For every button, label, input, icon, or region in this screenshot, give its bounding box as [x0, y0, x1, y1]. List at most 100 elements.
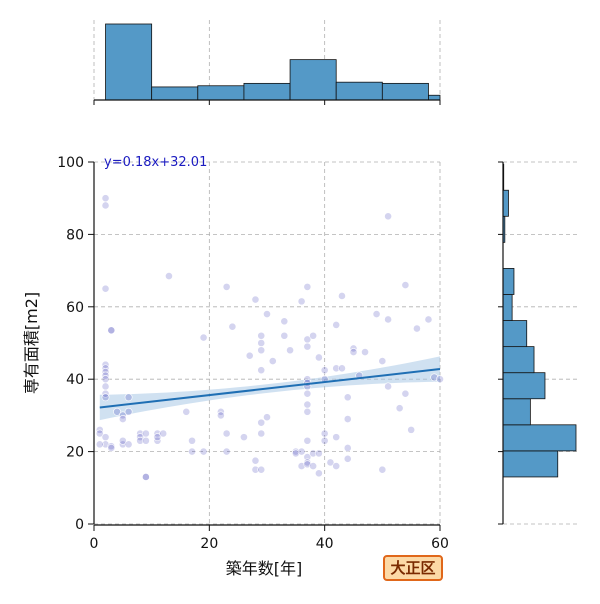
regression-line-layer	[99, 368, 441, 409]
scatter-point	[118, 415, 127, 423]
scatter-point	[303, 400, 312, 409]
scatter-point	[303, 436, 312, 445]
scatter-point	[257, 465, 266, 474]
y-marginal-histogram	[498, 161, 580, 525]
scatter-point	[188, 436, 196, 445]
scatter-point	[343, 454, 352, 463]
scatter-point	[320, 366, 329, 375]
scatter-point	[338, 364, 346, 373]
scatter-point	[101, 433, 110, 442]
scatter-point	[257, 429, 266, 438]
scatter-point	[124, 440, 133, 449]
scatter-point	[280, 331, 289, 340]
y-tick-label: 60	[66, 300, 84, 316]
x-hist-bar	[381, 82, 429, 101]
axes-layer: 0 20 40 60 0 20 40 60 80 100	[57, 155, 449, 552]
scatter-point	[372, 310, 381, 318]
scatter-point	[107, 444, 116, 452]
scatter-point	[309, 462, 318, 470]
scatter-point	[228, 322, 237, 331]
scatter-point	[297, 447, 306, 456]
scatter-point	[101, 440, 110, 449]
y-hist-bar	[502, 189, 509, 217]
x-axis-title: 築年数[年]	[226, 559, 303, 578]
scatter-point	[251, 295, 260, 304]
scatter-point	[165, 272, 173, 280]
scatter-point	[263, 413, 271, 422]
scatter-point	[401, 281, 410, 289]
scatter-point	[309, 449, 318, 458]
scatter-point	[395, 404, 404, 413]
scatter-point	[101, 382, 110, 391]
x-hist-bar	[197, 85, 245, 101]
scatter-point	[263, 310, 271, 318]
scatter-point	[101, 375, 110, 384]
y-tick-label: 80	[66, 227, 84, 243]
scatter-point	[332, 433, 341, 442]
scatter-point	[222, 447, 231, 456]
y-tick-label: 40	[66, 372, 84, 388]
scatter-point	[222, 282, 231, 291]
scatter-point	[257, 339, 266, 347]
scatter-point	[257, 331, 266, 340]
x-hist-bar	[289, 59, 337, 101]
x-hist-bar	[243, 82, 291, 101]
y-hist-bar	[502, 424, 577, 452]
scatter-point	[332, 364, 341, 373]
scatter-points-layer	[95, 194, 444, 481]
y-hist-bar	[502, 268, 515, 295]
y-hist-bar	[502, 294, 513, 321]
scatter-point	[257, 366, 266, 375]
scatter-point	[251, 465, 260, 474]
scatter-point	[257, 346, 266, 355]
scatter-point	[343, 444, 352, 452]
y-hist-bar	[502, 320, 528, 348]
scatter-point	[107, 326, 116, 335]
scatter-point	[332, 320, 341, 329]
scatter-point	[407, 425, 416, 434]
scatter-point	[153, 433, 162, 442]
scatter-point	[378, 465, 387, 474]
scatter-point	[124, 393, 133, 402]
y-tick-label: 100	[57, 155, 84, 171]
scatter-point	[338, 292, 346, 300]
scatter-point	[95, 429, 104, 438]
scatter-point	[141, 436, 150, 445]
scatter-point	[286, 346, 294, 355]
scatter-point	[95, 440, 104, 449]
scatter-point	[384, 315, 392, 324]
scatter-point	[268, 357, 277, 365]
scatter-point	[332, 462, 341, 470]
scatter-point	[314, 353, 323, 362]
scatter-point	[303, 460, 312, 469]
y-tick-label: 20	[66, 445, 84, 461]
scatter-point	[314, 449, 323, 458]
scatter-point	[326, 458, 335, 467]
scatter-point	[222, 429, 231, 438]
scatter-point	[113, 407, 121, 416]
y-hist-bar	[502, 372, 546, 400]
scatter-point	[303, 389, 312, 398]
scatter-point	[303, 282, 312, 291]
x-tick-label: 60	[431, 536, 449, 552]
scatter-point	[199, 447, 208, 456]
scatter-point	[291, 449, 300, 458]
scatter-point	[136, 436, 145, 445]
scatter-point	[107, 442, 116, 451]
scatter-point	[101, 393, 110, 402]
scatter-point	[297, 462, 306, 470]
x-hist-bar	[335, 81, 383, 101]
scatter-point	[188, 447, 196, 456]
scatter-point	[436, 375, 444, 384]
y-axis-title: 専有面積[m2]	[22, 292, 41, 394]
y-hist-bar	[502, 346, 535, 374]
y-tick-label: 0	[75, 517, 84, 533]
scatter-point	[245, 351, 254, 360]
scatter-point	[320, 436, 329, 445]
scatter-point	[430, 373, 439, 382]
scatter-point	[378, 357, 387, 365]
scatter-point	[349, 348, 358, 356]
scatter-point	[297, 297, 306, 306]
